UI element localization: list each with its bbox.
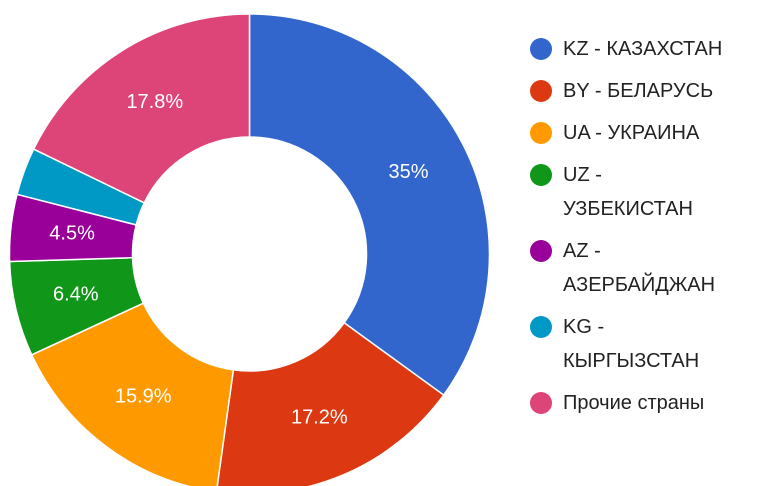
legend: KZ - КАЗАХСТАН BY - БЕЛАРУСЬ UA - УКРАИНА U… <box>530 32 735 428</box>
legend-label: KG - КЫРГЫЗСТАН <box>563 316 700 372</box>
slice <box>248 13 491 397</box>
legend-item: KZ - КАЗАХСТАН <box>530 32 735 66</box>
legend-label: KZ - КАЗАХСТАН <box>563 38 723 60</box>
slice-label: 6.4% <box>53 283 99 305</box>
legend-item: Прочие страны <box>530 386 735 420</box>
legend-swatch <box>530 38 552 60</box>
legend-swatch <box>530 392 552 414</box>
legend-label: Прочие страны <box>563 392 705 414</box>
legend-label: AZ - АЗЕРБАЙДЖАН <box>563 240 716 296</box>
legend-label: UA - УКРАИНА <box>563 122 700 144</box>
slice <box>32 13 251 204</box>
legend-item: BY - БЕЛАРУСЬ <box>530 74 735 108</box>
legend-item: KG - КЫРГЫЗСТАН <box>530 310 735 378</box>
legend-swatch <box>530 240 552 262</box>
legend-swatch <box>530 316 552 338</box>
slice-label: 15.9% <box>115 386 172 408</box>
slice-label: 4.5% <box>49 223 95 245</box>
slice <box>30 302 235 486</box>
legend-swatch <box>530 80 552 102</box>
legend-item: UZ - УЗБЕКИСТАН <box>530 158 735 226</box>
chart: 35% 17.2% 15.9% 6.4% 4.5% 17.8% <box>8 13 491 486</box>
legend-label: BY - БЕЛАРУСЬ <box>563 80 714 102</box>
legend-swatch <box>530 164 552 186</box>
legend-item: AZ - АЗЕРБАЙДЖАН <box>530 234 735 302</box>
legend-item: UA - УКРАИНА <box>530 116 735 150</box>
slice-label: 17.2% <box>291 407 348 429</box>
legend-swatch <box>530 122 552 144</box>
slice-label: 17.8% <box>126 91 183 113</box>
slice-label: 35% <box>389 161 429 183</box>
legend-label: UZ - УЗБЕКИСТАН <box>563 164 693 220</box>
slice <box>216 321 445 486</box>
